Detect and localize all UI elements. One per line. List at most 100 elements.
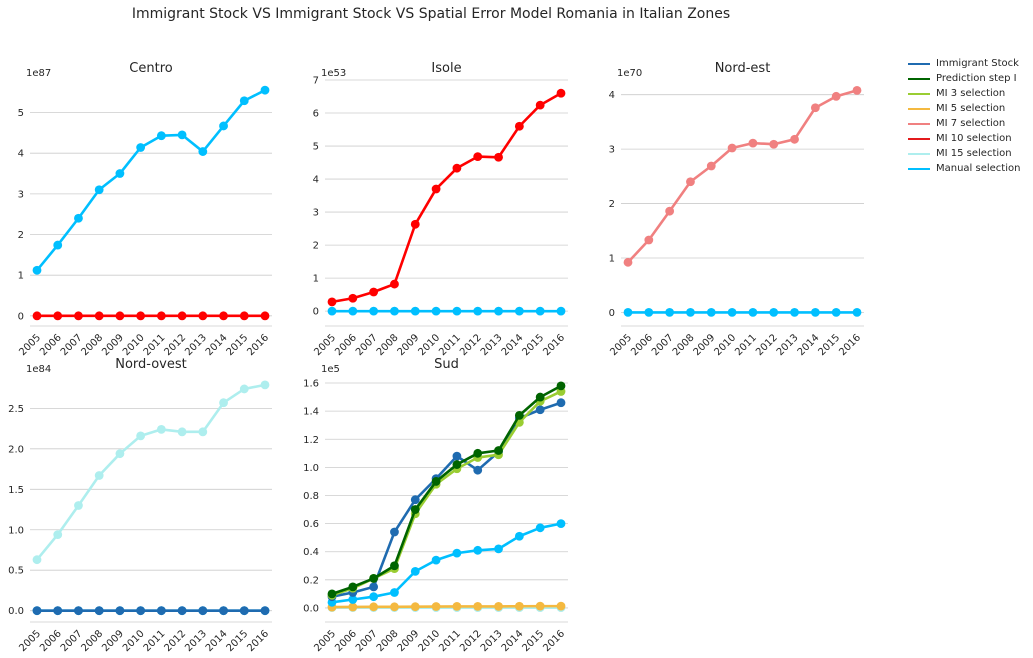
data-point — [115, 606, 125, 616]
y-tick-label: 0 — [609, 308, 615, 319]
data-point — [32, 606, 42, 616]
data-point — [706, 307, 716, 317]
data-point — [727, 143, 737, 153]
data-point — [556, 381, 566, 391]
y-tick-label: 0.0 — [8, 606, 24, 617]
data-point — [410, 566, 420, 576]
data-point — [369, 592, 379, 602]
data-point — [686, 307, 695, 317]
data-point — [32, 555, 42, 565]
data-point — [535, 523, 545, 533]
data-point — [74, 501, 83, 510]
series-line — [330, 401, 563, 598]
x-tick-label: 2010 — [121, 628, 147, 654]
data-point — [53, 240, 63, 250]
x-tick-label: 2012 — [754, 332, 780, 358]
data-point — [177, 130, 187, 140]
x-tick-label: 2007 — [354, 332, 380, 358]
x-tick-label: 2010 — [416, 332, 442, 358]
data-point — [790, 134, 799, 144]
x-tick-label: 2009 — [100, 332, 126, 358]
y-tick-label: 0.5 — [8, 566, 24, 577]
x-tick-label: 2010 — [121, 332, 147, 358]
panel-title: Isole — [431, 61, 461, 76]
series-manual-selection — [327, 306, 566, 316]
x-tick-label: 2010 — [416, 628, 442, 654]
legend-label: Immigrant Stock — [936, 58, 1019, 69]
legend-item: MI 10 selection — [908, 131, 1020, 146]
x-tick-label: 2006 — [629, 332, 655, 358]
data-point — [327, 297, 337, 307]
data-point — [369, 287, 379, 297]
legend-item: MI 3 selection — [908, 86, 1020, 101]
data-point — [239, 384, 249, 394]
y-tick-label: 1 — [313, 274, 319, 285]
panel-title: Nord-ovest — [115, 357, 187, 372]
x-tick-label: 2009 — [692, 332, 718, 358]
data-point — [748, 138, 758, 148]
data-point — [177, 427, 187, 437]
legend-label: Prediction step I — [936, 73, 1017, 84]
data-point — [514, 531, 524, 541]
legend-label: MI 10 selection — [936, 133, 1012, 144]
data-point — [473, 465, 483, 475]
data-point — [452, 451, 462, 461]
series-line — [330, 522, 563, 604]
data-point — [260, 311, 270, 321]
legend-swatch — [908, 92, 930, 95]
data-point — [327, 589, 337, 599]
data-point — [348, 306, 358, 316]
data-point — [810, 103, 820, 113]
y-tick-label: 1.0 — [8, 525, 24, 536]
data-point — [32, 311, 42, 321]
data-point — [623, 307, 633, 317]
data-point — [665, 206, 675, 216]
panel-title: Centro — [129, 61, 172, 76]
x-tick-label: 2009 — [100, 628, 126, 654]
data-point — [410, 495, 420, 505]
data-point — [74, 311, 83, 321]
series-mi-15-selection — [32, 380, 270, 565]
x-tick-label: 2011 — [142, 332, 168, 358]
series-line — [330, 91, 563, 304]
x-tick-label: 2011 — [437, 628, 463, 654]
data-point — [431, 306, 441, 316]
legend-swatch — [908, 137, 930, 140]
data-point — [556, 306, 566, 316]
data-point — [494, 306, 503, 316]
data-point — [239, 311, 249, 321]
data-point — [473, 152, 483, 162]
data-point — [665, 307, 675, 317]
x-tick-label: 2014 — [500, 628, 526, 654]
series-line — [35, 383, 267, 561]
series-line — [330, 604, 563, 609]
x-tick-label: 2008 — [80, 332, 106, 358]
figure-title: Immigrant Stock VS Immigrant Stock VS Sp… — [132, 6, 730, 22]
data-point — [831, 307, 841, 317]
series-line — [626, 89, 859, 264]
x-tick-label: 2010 — [712, 332, 738, 358]
legend-swatch — [908, 77, 930, 80]
x-tick-label: 2008 — [671, 332, 697, 358]
x-tick-label: 2005 — [312, 332, 338, 358]
data-point — [260, 606, 270, 616]
y-tick-label: 1.0 — [303, 463, 319, 474]
data-point — [514, 121, 524, 131]
x-tick-label: 2005 — [608, 332, 634, 358]
data-point — [390, 561, 399, 571]
data-point — [410, 602, 420, 612]
data-point — [136, 311, 146, 321]
y-tick-label: 2 — [609, 199, 615, 210]
data-point — [74, 213, 83, 223]
data-point — [535, 100, 545, 110]
y-tick-label: 3 — [18, 189, 24, 200]
data-point — [556, 398, 566, 408]
data-point — [177, 311, 187, 321]
data-point — [32, 265, 42, 275]
y-tick-label: 0.6 — [303, 519, 319, 530]
series-line — [330, 390, 563, 597]
data-point — [410, 219, 420, 229]
x-tick-label: 2008 — [375, 628, 401, 654]
legend-swatch — [908, 167, 930, 170]
data-point — [514, 410, 524, 420]
